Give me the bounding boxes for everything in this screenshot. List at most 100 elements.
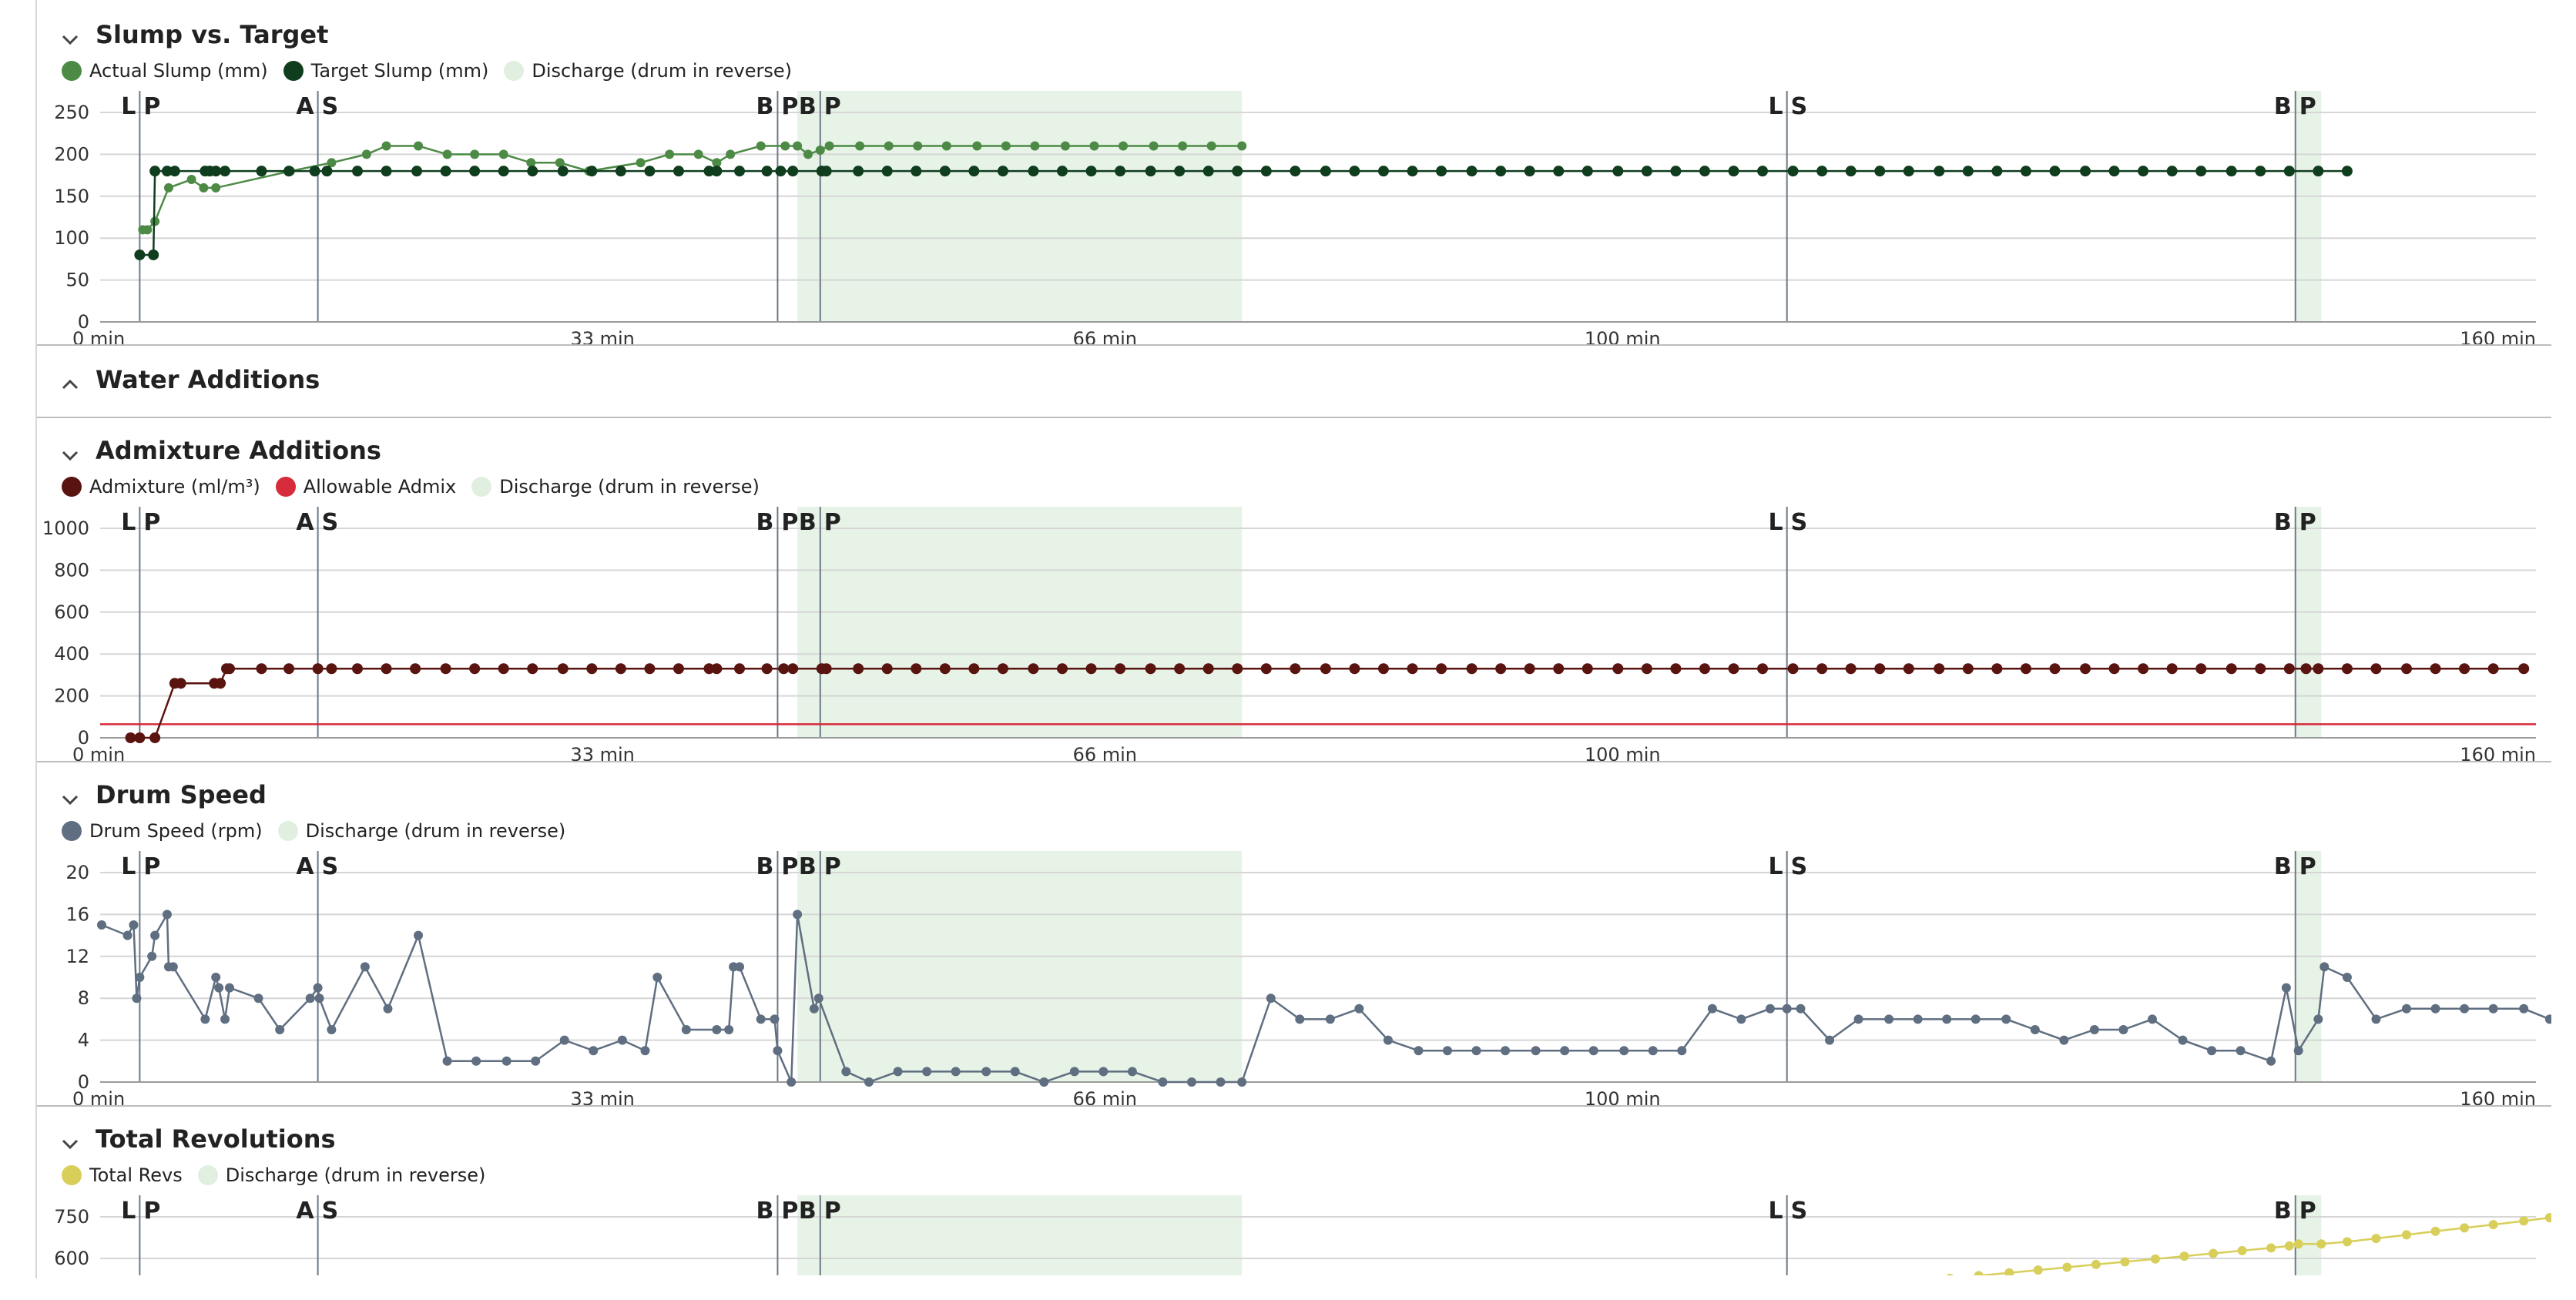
data-point: [1414, 1046, 1424, 1056]
data-point: [498, 149, 508, 159]
event-label: L: [121, 93, 136, 120]
legend-item[interactable]: Admixture (ml/m³): [62, 476, 260, 498]
x-tick-label: 33 min: [570, 328, 634, 345]
data-point: [939, 663, 951, 675]
discharge-region: [797, 507, 1243, 738]
data-point: [442, 149, 452, 159]
data-point: [2049, 166, 2061, 177]
data-point: [1174, 663, 1186, 675]
panel-header[interactable]: Admixture Additions: [37, 433, 2551, 479]
data-point: [555, 158, 565, 168]
event-label: P: [824, 93, 841, 120]
data-point: [922, 1067, 932, 1077]
data-point: [2237, 1245, 2247, 1255]
y-tick-label: 200: [54, 143, 89, 165]
data-point: [211, 973, 221, 982]
data-point: [1028, 663, 1039, 675]
data-point: [1648, 1046, 1658, 1056]
chevron-down-icon[interactable]: [59, 444, 82, 467]
data-point: [1115, 166, 1126, 177]
panel-header[interactable]: Total Revolutions: [37, 1121, 2551, 1168]
event-label: P: [781, 853, 798, 880]
data-point: [775, 166, 787, 177]
panel-header[interactable]: Drum Speed: [37, 777, 2551, 823]
data-point: [1874, 166, 1886, 177]
data-point: [313, 983, 323, 993]
data-point: [256, 166, 267, 177]
data-point: [361, 149, 371, 159]
data-point: [215, 678, 226, 689]
data-point: [673, 663, 684, 675]
data-point: [2209, 1248, 2219, 1258]
data-point: [2147, 1014, 2157, 1024]
legend-item[interactable]: Target Slump (mm): [283, 60, 488, 82]
data-point: [2225, 663, 2237, 675]
data-point: [169, 166, 180, 177]
data-point: [224, 983, 234, 993]
legend-label: Discharge (drum in reverse): [499, 476, 760, 498]
data-point: [410, 663, 421, 675]
y-tick-label: 600: [54, 1248, 89, 1269]
data-point: [735, 962, 745, 972]
legend-label: Allowable Admix: [303, 476, 457, 498]
data-point: [2460, 1223, 2470, 1233]
data-point: [1069, 1067, 1079, 1077]
data-point: [2120, 1257, 2130, 1267]
data-point: [1471, 1046, 1481, 1056]
data-point: [2255, 166, 2266, 177]
panel-header[interactable]: Water Additions: [37, 362, 2551, 408]
data-point: [531, 1056, 541, 1066]
data-point: [636, 158, 646, 168]
chevron-down-icon[interactable]: [59, 28, 82, 51]
legend-item[interactable]: Discharge (drum in reverse): [277, 820, 565, 842]
legend-swatch: [62, 477, 82, 497]
discharge-region: [797, 1195, 1243, 1275]
data-point: [2284, 1241, 2294, 1251]
y-tick-label: 250: [54, 102, 89, 123]
event-label: B: [799, 93, 817, 120]
series-line: [1971, 1216, 2550, 1275]
data-point: [615, 166, 626, 177]
legend-item[interactable]: Actual Slump (mm): [62, 60, 268, 82]
legend-item[interactable]: Total Revs: [62, 1164, 183, 1186]
data-point: [2402, 1003, 2412, 1014]
data-point: [312, 663, 324, 675]
data-point: [793, 141, 803, 151]
chevron-down-icon[interactable]: [59, 788, 82, 811]
panel-title: Admixture Additions: [96, 436, 381, 465]
data-point: [2370, 663, 2382, 675]
x-tick-label: 66 min: [1073, 328, 1137, 345]
data-point: [2108, 663, 2120, 675]
data-point: [1202, 166, 1214, 177]
data-point: [498, 166, 509, 177]
data-point: [1495, 166, 1507, 177]
panel-header[interactable]: Slump vs. Target: [37, 17, 2551, 63]
event-label: L: [1769, 1198, 1783, 1225]
x-tick-label: 33 min: [570, 744, 634, 761]
legend-item[interactable]: Discharge (drum in reverse): [197, 1164, 485, 1186]
data-point: [615, 663, 626, 675]
data-point: [824, 141, 834, 151]
legend-item[interactable]: Discharge (drum in reverse): [504, 60, 792, 82]
data-point: [2341, 166, 2353, 177]
data-point: [149, 732, 161, 743]
panel-title: Slump vs. Target: [96, 20, 329, 49]
data-point: [841, 1067, 851, 1077]
data-point: [855, 141, 865, 151]
data-point: [1736, 1014, 1746, 1024]
data-point: [1612, 166, 1624, 177]
data-point: [2281, 983, 2291, 993]
data-point: [1158, 1077, 1168, 1087]
legend-item[interactable]: Drum Speed (rpm): [62, 820, 263, 842]
event-label: B: [799, 853, 817, 880]
data-point: [1174, 166, 1186, 177]
legend-item[interactable]: Discharge (drum in reverse): [471, 476, 760, 498]
chevron-down-icon[interactable]: [59, 1132, 82, 1155]
legend-item[interactable]: Allowable Admix: [275, 476, 457, 498]
data-point: [1149, 141, 1159, 151]
data-point: [2313, 1014, 2323, 1024]
event-label: P: [143, 853, 160, 880]
data-point: [360, 962, 370, 972]
data-point: [381, 141, 391, 151]
chevron-up-icon[interactable]: [59, 373, 82, 396]
